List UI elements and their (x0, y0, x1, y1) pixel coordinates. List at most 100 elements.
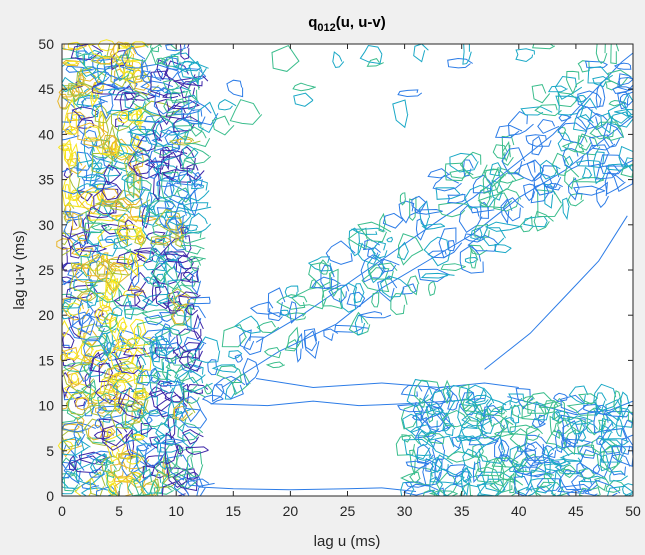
contour-line (411, 195, 427, 214)
contour-line (143, 455, 164, 469)
contour-line (292, 82, 316, 92)
x-tick-label: 0 (58, 503, 66, 519)
contour-line (429, 476, 443, 496)
contour-line (485, 398, 507, 413)
contour-line-inner (70, 372, 79, 383)
contour-line (185, 224, 199, 232)
contour-line (191, 336, 221, 363)
contour-line (484, 221, 523, 232)
contour-line (284, 285, 299, 299)
contour-line (533, 172, 556, 196)
contour-line (114, 228, 147, 256)
contour-line (153, 145, 180, 157)
contour-line-inner (57, 144, 69, 150)
contour-line (124, 471, 147, 488)
contour-line (136, 444, 150, 452)
contour-line (181, 226, 190, 234)
contour-line (177, 369, 213, 394)
contour-line (609, 470, 628, 482)
contour-line (467, 235, 500, 252)
contour-line (493, 188, 522, 212)
contour-line (152, 172, 161, 203)
contour-line (184, 303, 199, 316)
contour-line (86, 281, 98, 309)
contour-line-inner (98, 112, 104, 127)
contour-line (438, 202, 472, 218)
contour-line (599, 154, 627, 175)
contour-line (447, 392, 460, 411)
contour-line (228, 350, 243, 360)
contour-line-inner (71, 150, 78, 165)
contour-line (468, 436, 499, 446)
contour-line (131, 92, 151, 111)
contour-line (418, 200, 431, 229)
contour-line (422, 432, 445, 445)
contour-line (557, 122, 588, 145)
x-tick-label: 15 (226, 503, 242, 519)
contour-line (165, 355, 194, 374)
contour-line (187, 364, 206, 384)
chart-title-base: q (308, 14, 317, 31)
contour-line (458, 383, 470, 411)
contour-line (325, 240, 356, 265)
contour-line (432, 174, 462, 192)
contour-line (107, 278, 120, 292)
contour-line (65, 284, 99, 299)
contour-line (62, 201, 75, 216)
contour-line (90, 453, 108, 477)
contour-line (81, 244, 107, 253)
contour-line (484, 215, 628, 370)
contour-line (152, 120, 163, 142)
contour-line (483, 404, 501, 417)
contour-line (162, 457, 172, 484)
contour-line (502, 140, 514, 166)
contour-line (584, 60, 608, 68)
contour-line (182, 396, 202, 423)
contour-line (187, 212, 212, 234)
contour-line (549, 414, 560, 439)
contour-line (101, 180, 123, 201)
contour-line (126, 293, 154, 309)
x-tick-label: 50 (625, 503, 641, 519)
contour-line (186, 383, 209, 395)
contour-line (519, 215, 534, 233)
contour-line (534, 104, 562, 117)
contour-line (476, 413, 514, 439)
contour-line (211, 384, 225, 403)
chart-title: q012(u, u-v) (308, 14, 386, 34)
contour-line (104, 270, 118, 301)
contour-line (190, 122, 204, 137)
contour-line (513, 463, 525, 479)
contour-line (77, 234, 88, 242)
contour-line (109, 368, 142, 383)
contour-line-inner (137, 107, 142, 124)
contour-line (256, 320, 280, 334)
contour-line (613, 62, 632, 70)
contour-line (328, 284, 350, 303)
contour-line (166, 467, 192, 489)
contour-line (502, 197, 524, 222)
contour-line (144, 314, 166, 326)
contour-line (172, 260, 184, 274)
contour-line (97, 198, 114, 216)
contour-line (108, 138, 137, 161)
contour-line (588, 134, 616, 151)
contour-line (103, 380, 122, 406)
contour-line (160, 171, 182, 199)
contour-line-inner (91, 91, 97, 102)
contour-line (464, 394, 493, 406)
contour-line (607, 103, 633, 124)
contour-line (531, 418, 546, 429)
contour-line (509, 472, 516, 494)
contour-line-inner (75, 84, 91, 94)
contour-line (201, 394, 224, 405)
contour-line (67, 111, 90, 122)
contour-line (565, 415, 595, 425)
contour-line (134, 110, 156, 135)
contour-line (180, 60, 209, 80)
contour-line (91, 138, 114, 159)
contour-line-inner (173, 294, 190, 307)
contour-line (284, 339, 300, 352)
contour-line (160, 258, 194, 282)
